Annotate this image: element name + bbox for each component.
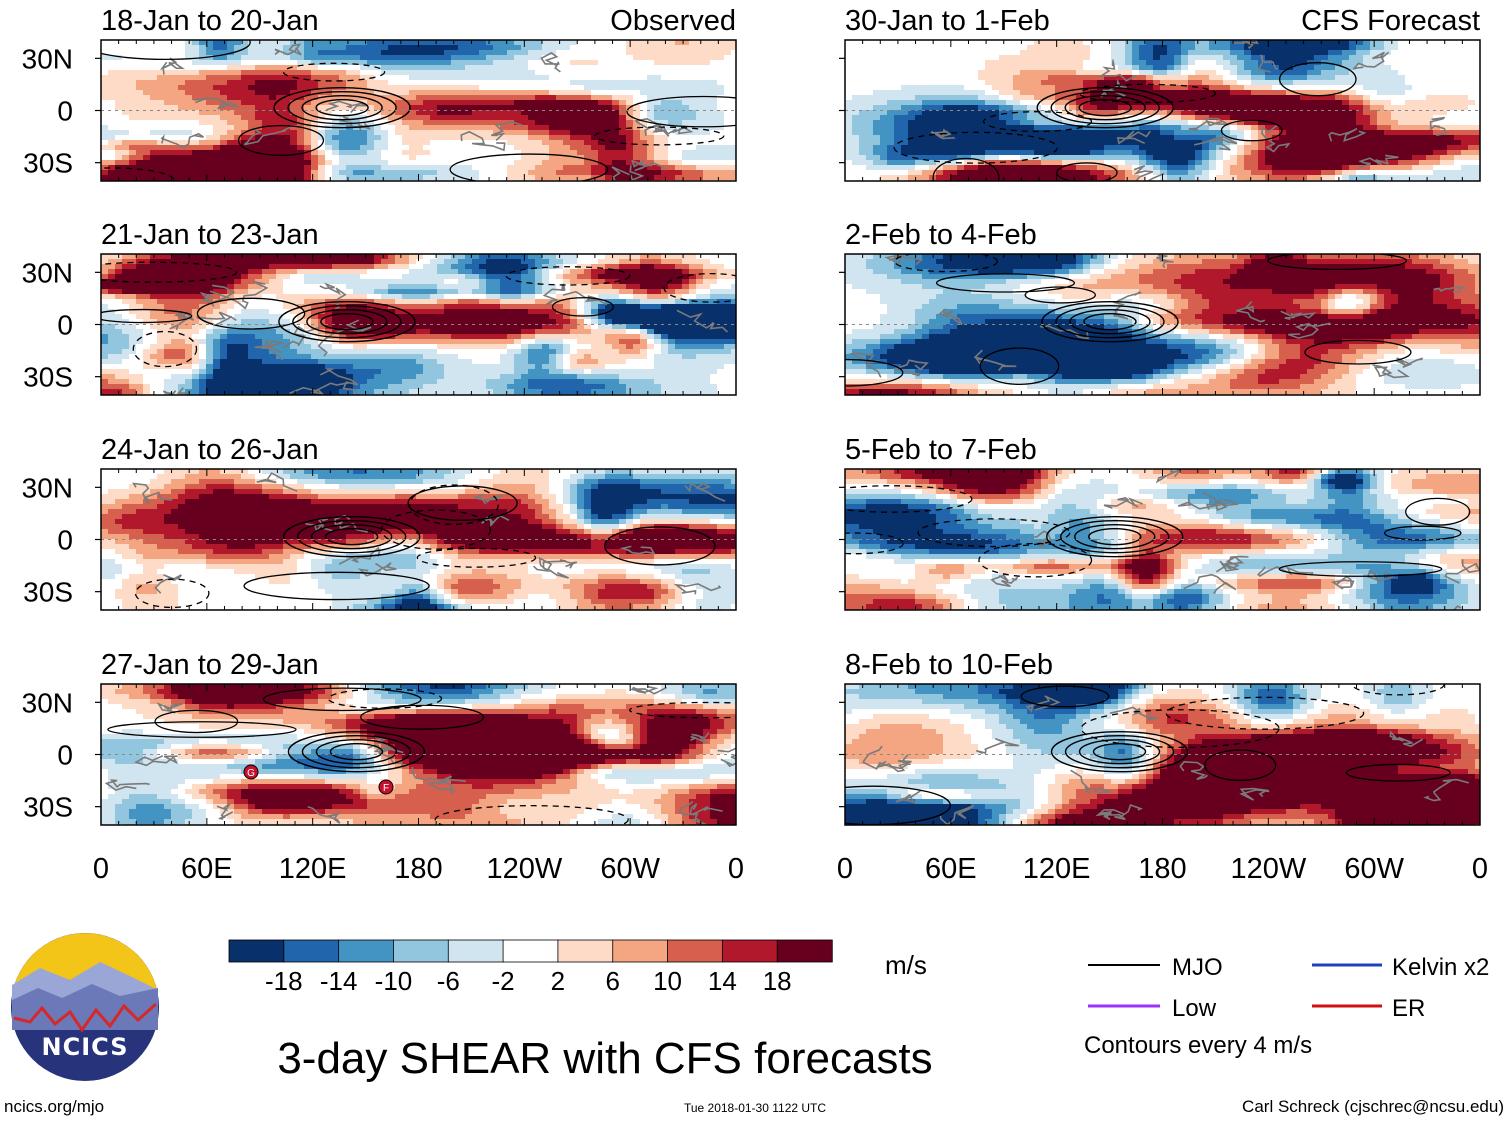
legend: MJO Kelvin x2 Low ER Contours every 4 m/… xyxy=(1084,954,1489,1059)
lat-label-0: 30N xyxy=(22,472,73,503)
lon-tick-label-0-3: 180 xyxy=(394,853,442,885)
panel-period-title: 5-Feb to 7-Feb xyxy=(845,434,1037,466)
panel-period-title: 24-Jan to 26-Jan xyxy=(101,434,319,466)
storm-marker xyxy=(378,779,394,795)
footer-author: Carl Schreck (cjschrec@ncsu.edu) xyxy=(1242,1097,1504,1116)
colorbar-swatch-4 xyxy=(447,939,504,963)
storm-marker-label: G xyxy=(247,768,255,779)
colorbar-swatch-0 xyxy=(228,939,285,963)
colorbar-tick-3: -6 xyxy=(437,966,460,996)
storm-marker-label: F xyxy=(383,783,389,794)
legend-low-label: Low xyxy=(1172,995,1217,1022)
shear-panel-observed-2: 30N 0 30S 21-Jan to 23-Jan xyxy=(22,219,737,396)
colorbar-tick-6: 6 xyxy=(605,966,619,996)
colorbar-tick-9: 18 xyxy=(763,966,792,996)
lat-label-2: 30S xyxy=(23,577,73,608)
colorbar-swatch-6 xyxy=(557,939,614,963)
panels-layer: 30N 0 30S 18-Jan to 20-Jan Observed 30N 0 30S 21… xyxy=(22,5,1481,826)
storm-marker xyxy=(243,764,259,780)
shear-panel-forecast-1: 30-Jan to 1-Feb CFS Forecast xyxy=(839,5,1481,182)
shear-panel-forecast-2: 2-Feb to 4-Feb xyxy=(839,219,1481,396)
colorbar-tick-1: -14 xyxy=(320,966,358,996)
colorbar-tick-5: 2 xyxy=(551,966,565,996)
lon-tick-label-0-4: 120W xyxy=(486,853,562,885)
lon-tick-label-1-0: 0 xyxy=(837,853,853,885)
colorbar-tick-0: -18 xyxy=(265,966,303,996)
lat-label-2: 30S xyxy=(23,362,73,393)
panel-period-title: 27-Jan to 29-Jan xyxy=(101,649,319,681)
lon-tick-label-1-2: 120E xyxy=(1023,853,1091,885)
ncics-logo: NCICS xyxy=(11,933,159,1081)
footer-timestamp: Tue 2018-01-30 1122 UTC xyxy=(684,1101,826,1115)
colorbar-tick-4: -2 xyxy=(492,966,515,996)
panel-period-title: 21-Jan to 23-Jan xyxy=(101,219,319,251)
lat-label-2: 30S xyxy=(23,792,73,823)
figure-title: 3-day SHEAR with CFS forecasts xyxy=(277,1034,932,1083)
lon-tick-label-1-3: 180 xyxy=(1138,853,1186,885)
shear-panel-observed-4: 30N 0 30S 27-Jan to 29-Jan G F xyxy=(22,649,737,826)
colorbar-swatch-5 xyxy=(502,939,559,963)
lat-label-1: 0 xyxy=(57,310,73,341)
colorbar-swatch-10 xyxy=(776,939,833,963)
panel-period-title: 30-Jan to 1-Feb xyxy=(845,5,1050,37)
lon-tick-label-1-1: 60E xyxy=(925,853,977,885)
panel-period-title: 8-Feb to 10-Feb xyxy=(845,649,1053,681)
logo-text: NCICS xyxy=(42,1033,129,1061)
colorbar-swatch-1 xyxy=(283,939,340,963)
legend-contour-note: Contours every 4 m/s xyxy=(1084,1032,1312,1059)
legend-mjo-label: MJO xyxy=(1172,954,1223,981)
panel-period-title: 18-Jan to 20-Jan xyxy=(101,5,319,37)
colorbar-swatch-7 xyxy=(612,939,669,963)
legend-er-label: ER xyxy=(1392,995,1425,1022)
shear-panel-forecast-4: 8-Feb to 10-Feb xyxy=(839,649,1481,826)
shear-panel-forecast-3: 5-Feb to 7-Feb xyxy=(839,434,1481,611)
panel-source-label: Observed xyxy=(610,5,736,37)
legend-kelvin-label: Kelvin x2 xyxy=(1392,954,1489,981)
shear-panel-observed-3: 30N 0 30S 24-Jan to 26-Jan xyxy=(22,434,737,611)
lon-tick-label-0-1: 60E xyxy=(181,853,233,885)
lon-tick-label-1-6: 0 xyxy=(1472,853,1488,885)
colorbar-swatch-9 xyxy=(721,939,778,963)
colorbar-swatch-8 xyxy=(667,939,724,963)
lat-label-0: 30N xyxy=(22,257,73,288)
lon-tick-label-1-4: 120W xyxy=(1230,853,1306,885)
lon-tick-label-0-0: 0 xyxy=(93,853,109,885)
lon-tick-label-0-5: 60W xyxy=(600,853,660,885)
colorbar: -18 -14 -10 -6 -2 2 6 10 14 18 xyxy=(228,939,833,996)
lat-label-0: 30N xyxy=(22,43,73,74)
lat-label-1: 0 xyxy=(57,96,73,127)
lon-tick-label-1-5: 60W xyxy=(1344,853,1404,885)
colorbar-swatch-2 xyxy=(338,939,395,963)
colorbar-tick-2: -10 xyxy=(375,966,413,996)
panel-period-title: 2-Feb to 4-Feb xyxy=(845,219,1037,251)
longitude-axis: 0 60E 120E 180 120W 60W 0 0 60E 120E 180 120W 60W 0 xyxy=(93,853,1488,885)
lat-label-1: 0 xyxy=(57,740,73,771)
colorbar-unit: m/s xyxy=(885,950,927,980)
colorbar-swatch-3 xyxy=(393,939,449,963)
lat-label-1: 0 xyxy=(57,525,73,556)
lat-label-0: 30N xyxy=(22,687,73,718)
lat-label-2: 30S xyxy=(23,148,73,179)
lon-tick-label-0-6: 0 xyxy=(728,853,744,885)
panel-source-label: CFS Forecast xyxy=(1301,5,1480,37)
colorbar-tick-8: 14 xyxy=(708,966,737,996)
colorbar-tick-7: 10 xyxy=(653,966,682,996)
shear-panel-observed-1: 30N 0 30S 18-Jan to 20-Jan Observed xyxy=(22,5,737,182)
lon-tick-label-0-2: 120E xyxy=(279,853,347,885)
footer-website[interactable]: ncics.org/mjo xyxy=(4,1097,104,1116)
